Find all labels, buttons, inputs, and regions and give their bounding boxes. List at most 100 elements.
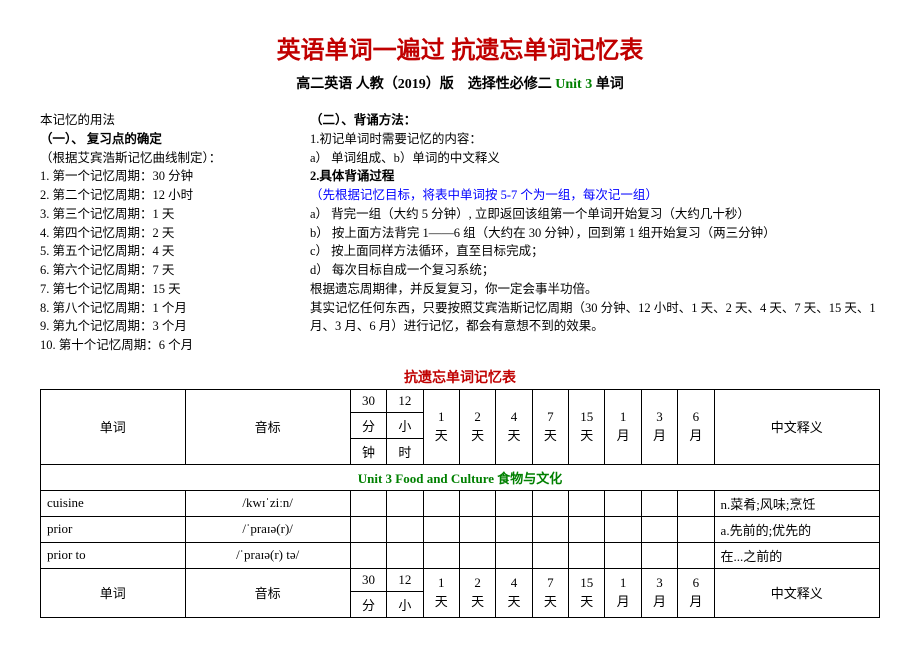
th-word: 单词 (41, 389, 186, 464)
th-3m: 3月 (641, 389, 677, 464)
right-a: a） 背完一组（大约 5 分钟）, 立即返回该组第一个单词开始复习（大约几十秒） (310, 205, 880, 224)
th-1m: 1月 (605, 568, 641, 617)
cell-check[interactable] (605, 490, 641, 516)
th-30a: 30 (350, 568, 386, 591)
cell-check[interactable] (678, 516, 714, 542)
right-b: b） 按上面方法背完 1——6 组（大约在 30 分钟），回到第 1 组开始复习… (310, 224, 880, 243)
cell-check[interactable] (496, 490, 532, 516)
cell-word: prior (41, 516, 186, 542)
th-12c: 时 (387, 438, 423, 464)
cell-check[interactable] (496, 516, 532, 542)
th-6m: 6月 (678, 389, 714, 464)
cell-check[interactable] (350, 490, 386, 516)
cell-check[interactable] (496, 542, 532, 568)
cell-check[interactable] (387, 516, 423, 542)
th-30b: 分 (350, 591, 386, 617)
cell-phon: /ˈpraɪə(r)/ (185, 516, 350, 542)
cell-check[interactable] (532, 490, 568, 516)
table-row: cuisine /kwɪˈziːn/ n.菜肴;风味;烹饪 (41, 490, 880, 516)
cell-check[interactable] (605, 516, 641, 542)
th-12b: 小 (387, 591, 423, 617)
cell-check[interactable] (423, 490, 459, 516)
cell-check[interactable] (569, 516, 605, 542)
cell-check[interactable] (423, 542, 459, 568)
th-6m: 6月 (678, 568, 714, 617)
th-12a: 12 (387, 568, 423, 591)
right-l3: 2.具体背诵过程 (310, 167, 880, 186)
th-12b: 小 (387, 412, 423, 438)
cell-check[interactable] (678, 490, 714, 516)
left-h0: 本记忆的用法 (40, 111, 270, 130)
cell-mean: n.菜肴;风味;烹饪 (714, 490, 879, 516)
th-30b: 分 (350, 412, 386, 438)
cell-check[interactable] (532, 516, 568, 542)
th-30a: 30 (350, 389, 386, 412)
section-title: Unit 3 Food and Culture 食物与文化 (41, 464, 880, 490)
left-item-3: 4. 第四个记忆周期：2 天 (40, 224, 270, 243)
vocab-table: 单词 音标 30 12 1天 2天 4天 7天 15天 1月 3月 6月 中文释… (40, 389, 880, 618)
left-item-9: 10. 第十个记忆周期：6 个月 (40, 336, 270, 355)
right-l1: 1.初记单词时需要记忆的内容： (310, 130, 880, 149)
left-item-5: 6. 第六个记忆周期：7 天 (40, 261, 270, 280)
cell-mean: a.先前的;优先的 (714, 516, 879, 542)
th-mean: 中文释义 (714, 568, 879, 617)
cell-check[interactable] (459, 490, 495, 516)
th-12a: 12 (387, 389, 423, 412)
left-item-4: 5. 第五个记忆周期：4 天 (40, 242, 270, 261)
cell-check[interactable] (387, 542, 423, 568)
left-h1: （一）、 复习点的确定 (40, 130, 270, 149)
th-7d: 7天 (532, 568, 568, 617)
th-7d: 7天 (532, 389, 568, 464)
subtitle: 高二英语 人教（2019）版 选择性必修二 Unit 3 单词 (40, 73, 880, 93)
cell-check[interactable] (350, 516, 386, 542)
cell-check[interactable] (569, 542, 605, 568)
th-4d: 4天 (496, 389, 532, 464)
subtitle-prefix: 高二英语 人教（2019）版 选择性必修二 (296, 77, 555, 92)
cell-check[interactable] (569, 490, 605, 516)
cell-check[interactable] (641, 516, 677, 542)
left-item-8: 9. 第九个记忆周期：3 个月 (40, 317, 270, 336)
cell-check[interactable] (605, 542, 641, 568)
left-item-6: 7. 第七个记忆周期：15 天 (40, 280, 270, 299)
cell-check[interactable] (641, 542, 677, 568)
right-h1: （二）、背诵方法： (310, 111, 880, 130)
cell-phon: /kwɪˈziːn/ (185, 490, 350, 516)
th-2d: 2天 (459, 389, 495, 464)
methods-section: 本记忆的用法 （一）、 复习点的确定 （根据艾宾浩斯记忆曲线制定）： 1. 第一… (40, 111, 880, 355)
right-d: d） 每次目标自成一个复习系统； (310, 261, 880, 280)
cell-check[interactable] (678, 542, 714, 568)
table-row: prior to /ˈpraɪə(r) tə/ 在...之前的 (41, 542, 880, 568)
right-f: 其实记忆任何东西，只要按照艾宾浩斯记忆周期（30 分钟、12 小时、1 天、2 … (310, 299, 880, 337)
cell-check[interactable] (459, 516, 495, 542)
cell-mean: 在...之前的 (714, 542, 879, 568)
th-15d: 15天 (569, 568, 605, 617)
left-item-0: 1. 第一个记忆周期：30 分钟 (40, 167, 270, 186)
th-phon: 音标 (185, 389, 350, 464)
th-30c: 钟 (350, 438, 386, 464)
th-word: 单词 (41, 568, 186, 617)
cell-check[interactable] (423, 516, 459, 542)
right-c: c） 按上面同样方法循环，直至目标完成； (310, 242, 880, 261)
table-row: prior /ˈpraɪə(r)/ a.先前的;优先的 (41, 516, 880, 542)
th-1d: 1天 (423, 568, 459, 617)
right-column: （二）、背诵方法： 1.初记单词时需要记忆的内容： a） 单词组成、b）单词的中… (310, 111, 880, 355)
left-column: 本记忆的用法 （一）、 复习点的确定 （根据艾宾浩斯记忆曲线制定）： 1. 第一… (40, 111, 270, 355)
left-item-2: 3. 第三个记忆周期：1 天 (40, 205, 270, 224)
cell-check[interactable] (459, 542, 495, 568)
main-title: 英语单词一遍过 抗遗忘单词记忆表 (40, 30, 880, 65)
cell-phon: /ˈpraɪə(r) tə/ (185, 542, 350, 568)
th-mean: 中文释义 (714, 389, 879, 464)
th-2d: 2天 (459, 568, 495, 617)
th-1m: 1月 (605, 389, 641, 464)
cell-check[interactable] (350, 542, 386, 568)
subtitle-suffix: 单词 (592, 77, 624, 92)
cell-check[interactable] (532, 542, 568, 568)
th-3m: 3月 (641, 568, 677, 617)
right-blue: （先根据记忆目标，将表中单词按 5-7 个为一组，每次记一组） (310, 186, 880, 205)
th-4d: 4天 (496, 568, 532, 617)
header-row-1: 单词 音标 30 12 1天 2天 4天 7天 15天 1月 3月 6月 中文释… (41, 389, 880, 412)
subtitle-unit: Unit 3 (555, 77, 592, 92)
th-15d: 15天 (569, 389, 605, 464)
cell-check[interactable] (641, 490, 677, 516)
cell-check[interactable] (387, 490, 423, 516)
